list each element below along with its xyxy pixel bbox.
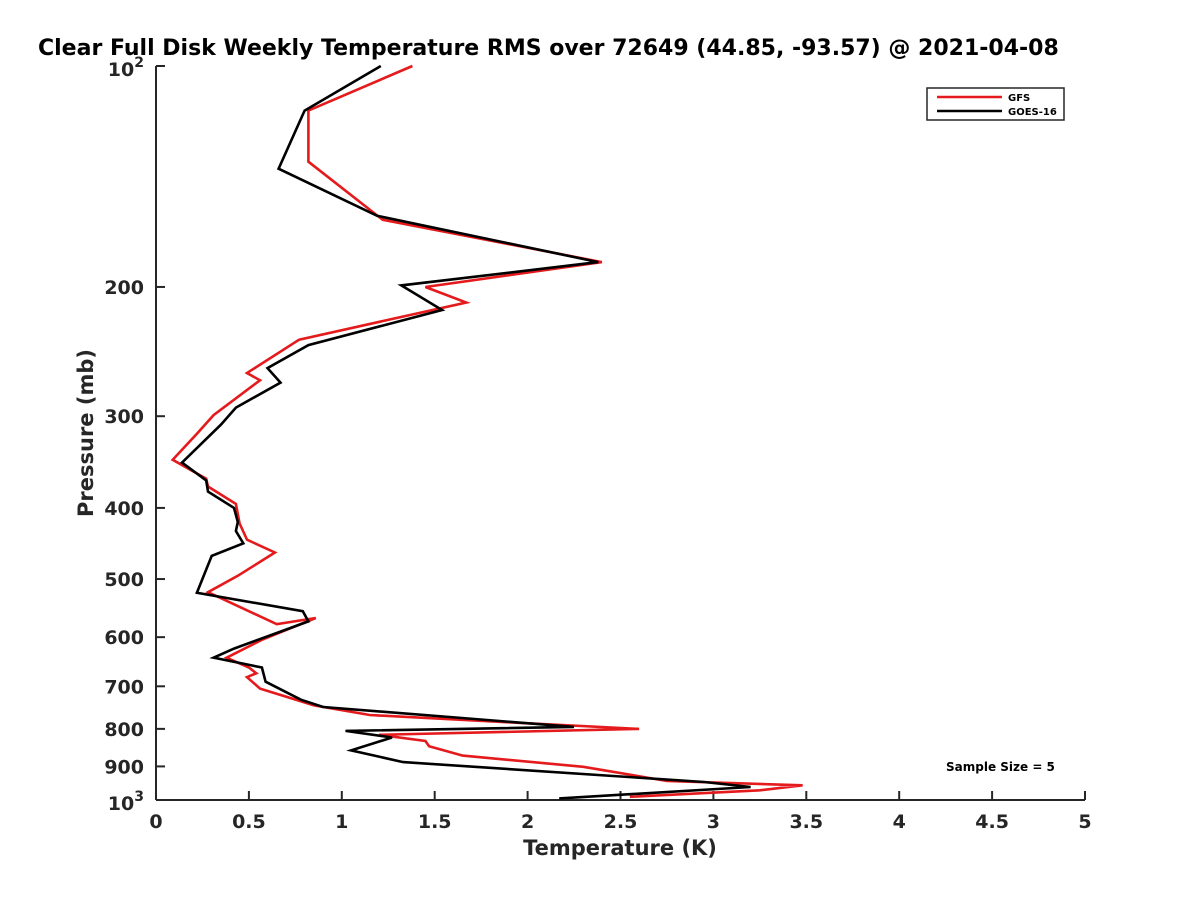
y-tick-label: 400 <box>104 498 144 520</box>
x-tick-label: 0 <box>149 811 162 833</box>
legend: GFS GOES-16 <box>926 87 1065 121</box>
y-tick-label: 800 <box>104 719 144 741</box>
series-line-goes16 <box>179 64 751 800</box>
y-axis-ticks: 102 200 300 400 500 600 700 800 900 103 <box>104 55 165 815</box>
legend-box <box>926 87 1065 121</box>
legend-label-goes16: GOES-16 <box>1008 107 1057 118</box>
y-tick-label: 300 <box>104 406 144 428</box>
x-tick-label: 2.5 <box>604 811 638 833</box>
y-tick-label: 600 <box>104 627 144 649</box>
series-lines <box>170 64 803 800</box>
y-axis-label: Pressure (mb) <box>74 349 98 517</box>
y-tick-label: 200 <box>104 277 144 299</box>
x-axis-ticks: 0 0.5 1 1.5 2 2.5 3 3.5 4 4.5 5 <box>149 791 1092 833</box>
x-tick-label: 4.5 <box>975 811 1009 833</box>
series-line-gfs <box>170 64 803 799</box>
chart-title: Clear Full Disk Weekly Temperature RMS o… <box>38 36 1059 61</box>
y-tick-label: 103 <box>108 789 144 815</box>
x-tick-label: 5 <box>1078 811 1091 833</box>
legend-label-gfs: GFS <box>1008 93 1030 104</box>
y-tick-label: 102 <box>108 55 144 81</box>
y-tick-label: 500 <box>104 569 144 591</box>
x-axis-label: Temperature (K) <box>523 836 717 860</box>
y-tick-label: 900 <box>104 756 144 778</box>
x-tick-label: 4 <box>893 811 906 833</box>
y-tick-label: 700 <box>104 676 144 698</box>
x-tick-label: 3.5 <box>789 811 823 833</box>
x-tick-label: 3 <box>707 811 720 833</box>
x-tick-label: 1.5 <box>418 811 452 833</box>
x-tick-label: 1 <box>335 811 348 833</box>
sample-size-annotation: Sample Size = 5 <box>946 760 1055 774</box>
x-tick-label: 2 <box>521 811 534 833</box>
x-tick-label: 0.5 <box>232 811 266 833</box>
